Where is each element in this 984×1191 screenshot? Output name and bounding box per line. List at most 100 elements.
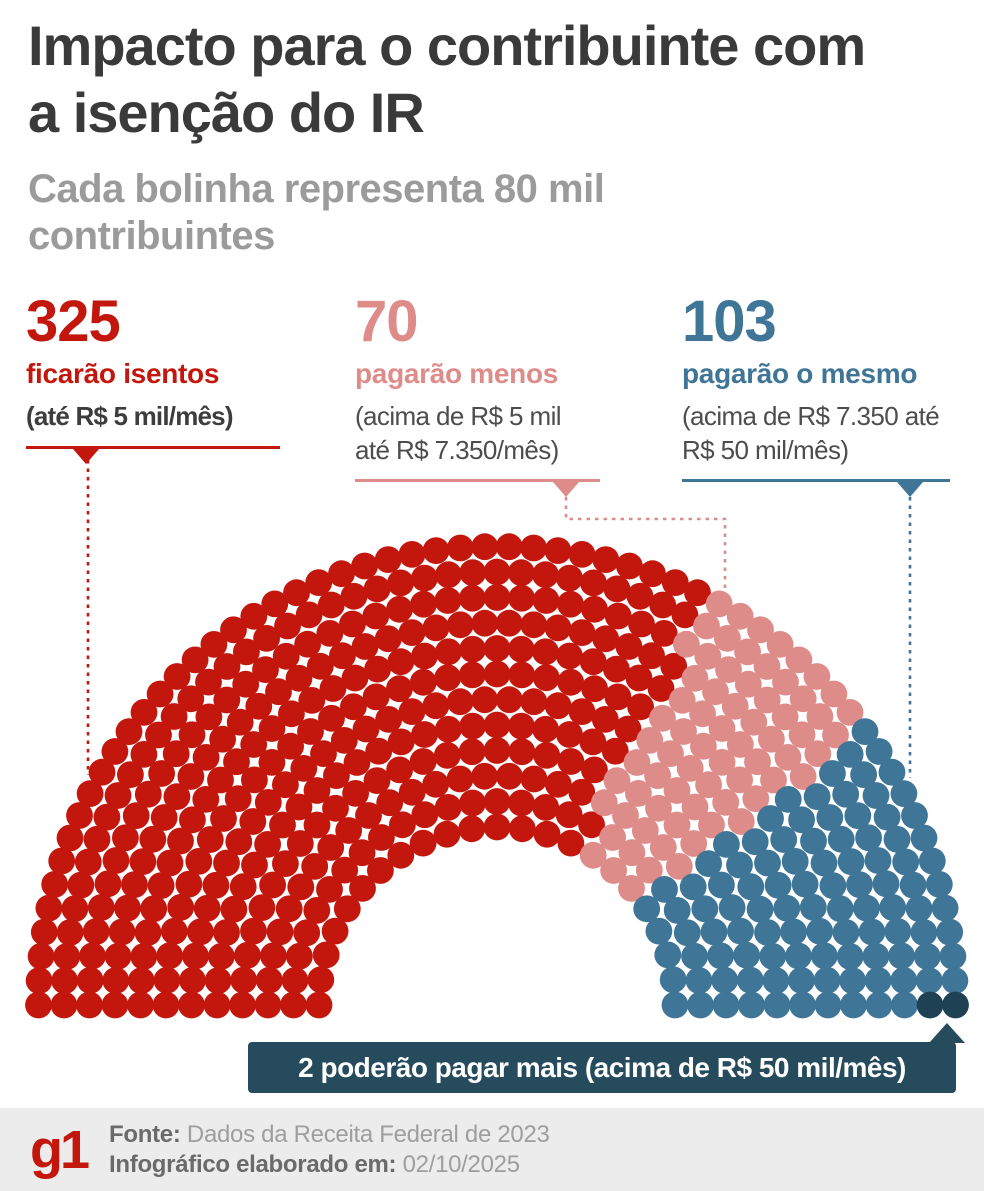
seat-dot [240,602,268,630]
seat-dot [409,829,437,857]
seat-dot [335,817,363,844]
seat-dot [41,871,69,898]
seat-dot [294,630,321,658]
seat-dot [254,831,281,858]
seat-dot [104,782,132,809]
seat-dot [639,560,666,588]
seat-dot [888,942,915,970]
date-label: Infográfico elaborado em: [109,1150,397,1178]
seat-dot [580,569,607,597]
seat-dot [30,918,58,946]
seat-dot [272,771,299,799]
seat-dot [626,582,654,610]
seat-dot [556,721,583,748]
seat-dot [160,703,188,730]
seat-dot [179,967,206,994]
legend-value-isentos: 325 [26,289,121,354]
seat-dot [592,546,620,573]
seat-dot [303,811,331,839]
seat-dot [695,850,722,877]
seat-dot [349,875,376,902]
legend-item-pagarao-menos: 70 pagarão menos (acima de R$ 5 mil até … [355,289,600,498]
source-line: Fonte: Dados da Receita Federal de 2023 [109,1120,550,1150]
seat-dot [853,894,880,922]
seat-dot [240,917,267,945]
seat-dot [255,966,283,994]
seat-dot [130,741,158,768]
seat-dot [747,616,774,644]
seat-dot [803,663,831,690]
seat-dot [788,967,815,994]
page-subtitle: Cada bolinha representa 80 mil contribui… [28,167,605,259]
seat-dot [196,826,224,853]
seat-dot [147,872,175,899]
seat-dot [121,871,148,898]
seat-dot [365,737,393,765]
triangle-down-icon [897,482,923,498]
seat-dot [364,655,391,683]
seat-dot [660,652,688,680]
legend-item-isentos: 325 ficarão isentos (até R$ 5 mil/mês) [26,289,280,464]
seat-dot [764,871,792,899]
seat-dot [305,991,333,1019]
seat-dot [733,941,760,969]
seat-dot [799,894,827,921]
seat-dot [627,693,654,721]
seat-dot [471,533,499,561]
seat-dot [312,941,340,969]
seat-dot [803,783,831,810]
seat-dot [757,805,784,832]
seat-dot [351,552,378,580]
seat-dot [614,715,642,743]
seat-dot [744,748,771,776]
seat-dot [579,841,607,869]
seat-dot [51,967,79,995]
seat-dot [616,552,643,580]
seat-dot [435,561,462,589]
seat-dot [254,789,282,816]
seat-dot [832,919,860,946]
seat-dot [832,780,860,808]
seat-dot [753,686,781,714]
seat-dot [483,737,511,764]
legend-underline-pagarao-menos [355,479,600,498]
seat-dot [162,740,190,768]
seat-dot [483,660,511,688]
seat-dot [846,871,873,898]
seat-dot [363,767,391,794]
seat-dot [625,664,653,692]
legend-value-pagarao-mesmo: 103 [682,289,777,354]
seat-dot [772,668,799,696]
legend-value-pagarao-menos: 70 [355,289,419,354]
seat-dot [556,642,583,670]
seat-dot [240,731,268,758]
seat-dot [280,991,307,1019]
seat-dot [82,918,110,945]
seat-dot [160,917,188,945]
seat-dot [689,700,716,728]
seat-dot [708,749,736,776]
seat-dot [127,991,154,1019]
legend-underline-isentos [26,445,280,464]
seat-dot [766,631,794,658]
seat-dot [341,664,369,692]
seat-dot [458,815,486,843]
seat-dot [806,703,834,730]
seat-dot [233,638,260,666]
seat-dot [707,942,734,970]
seat-dot [48,847,76,875]
seat-dot [836,699,864,726]
seat-dot [115,718,143,745]
seat-dot [865,991,893,1019]
seat-dot [67,871,95,899]
seat-dot [483,584,511,611]
seat-dot [367,857,394,884]
seat-dot [708,715,736,742]
seat-dot [207,766,234,794]
seat-dot [544,614,572,642]
seat-dot [192,744,220,771]
seat-dot [446,688,474,716]
seat-dot [387,841,415,869]
seat-dot [447,534,474,562]
seat-dot [363,575,391,603]
